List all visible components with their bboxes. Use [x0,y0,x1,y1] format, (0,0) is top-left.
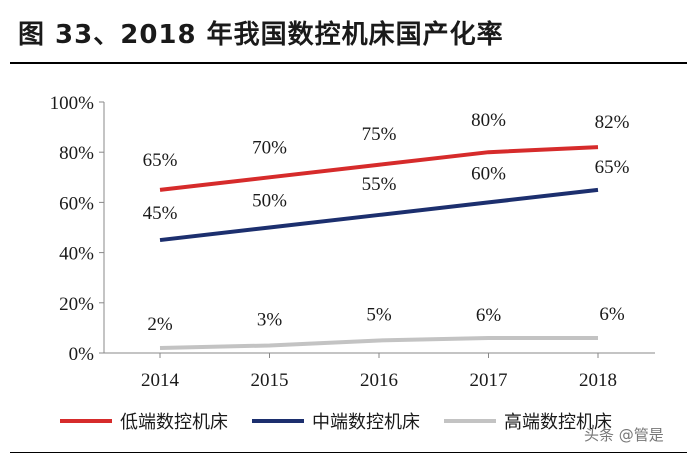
legend-swatch [60,419,112,423]
series-line-0 [159,145,599,192]
legend: 低端数控机床 中端数控机床 高端数控机床 [60,408,612,434]
data-label: 65% [143,150,178,171]
y-tick-label: 100% [50,93,95,114]
x-tick-label: 2017 [470,370,508,391]
data-label: 60% [471,163,506,184]
data-label: 75% [362,124,397,145]
x-tick-label: 2018 [579,370,617,391]
x-tick-label: 2014 [141,370,180,391]
series-line-2 [159,335,598,350]
legend-item: 低端数控机床 [60,408,228,434]
data-label: 55% [362,174,397,195]
watermark: 头条 @管是 [584,426,664,444]
legend-item: 中端数控机床 [252,408,420,434]
data-label: 3% [257,309,283,330]
legend-swatch [444,419,496,423]
data-label: 45% [143,203,178,224]
figure-title: 图 33、2018 年我国数控机床国产化率 [18,20,504,50]
data-label: 70% [252,137,287,158]
x-tick-label: 2015 [251,370,289,391]
title-rule [10,62,687,64]
y-tick-label: 0% [69,344,95,365]
data-label: 6% [599,304,625,325]
legend-item: 高端数控机床 [444,408,612,434]
y-tick-label: 20% [59,294,94,315]
data-label: 50% [252,191,287,212]
legend-label: 中端数控机床 [312,412,420,433]
y-tick-label: 60% [59,193,94,214]
y-tick-label: 40% [59,244,94,265]
legend-swatch [252,419,304,423]
legend-label: 低端数控机床 [120,412,228,433]
data-label: 6% [476,305,502,326]
data-label: 65% [595,157,630,178]
x-tick-label: 2016 [360,370,398,391]
data-label: 80% [471,110,506,131]
legend-label: 高端数控机床 [504,412,612,433]
bottom-rule [10,452,687,453]
data-label: 2% [147,314,173,335]
data-label: 5% [366,304,392,325]
series-line-1 [159,187,599,243]
y-tick-label: 80% [59,143,94,164]
data-label: 82% [595,112,630,133]
